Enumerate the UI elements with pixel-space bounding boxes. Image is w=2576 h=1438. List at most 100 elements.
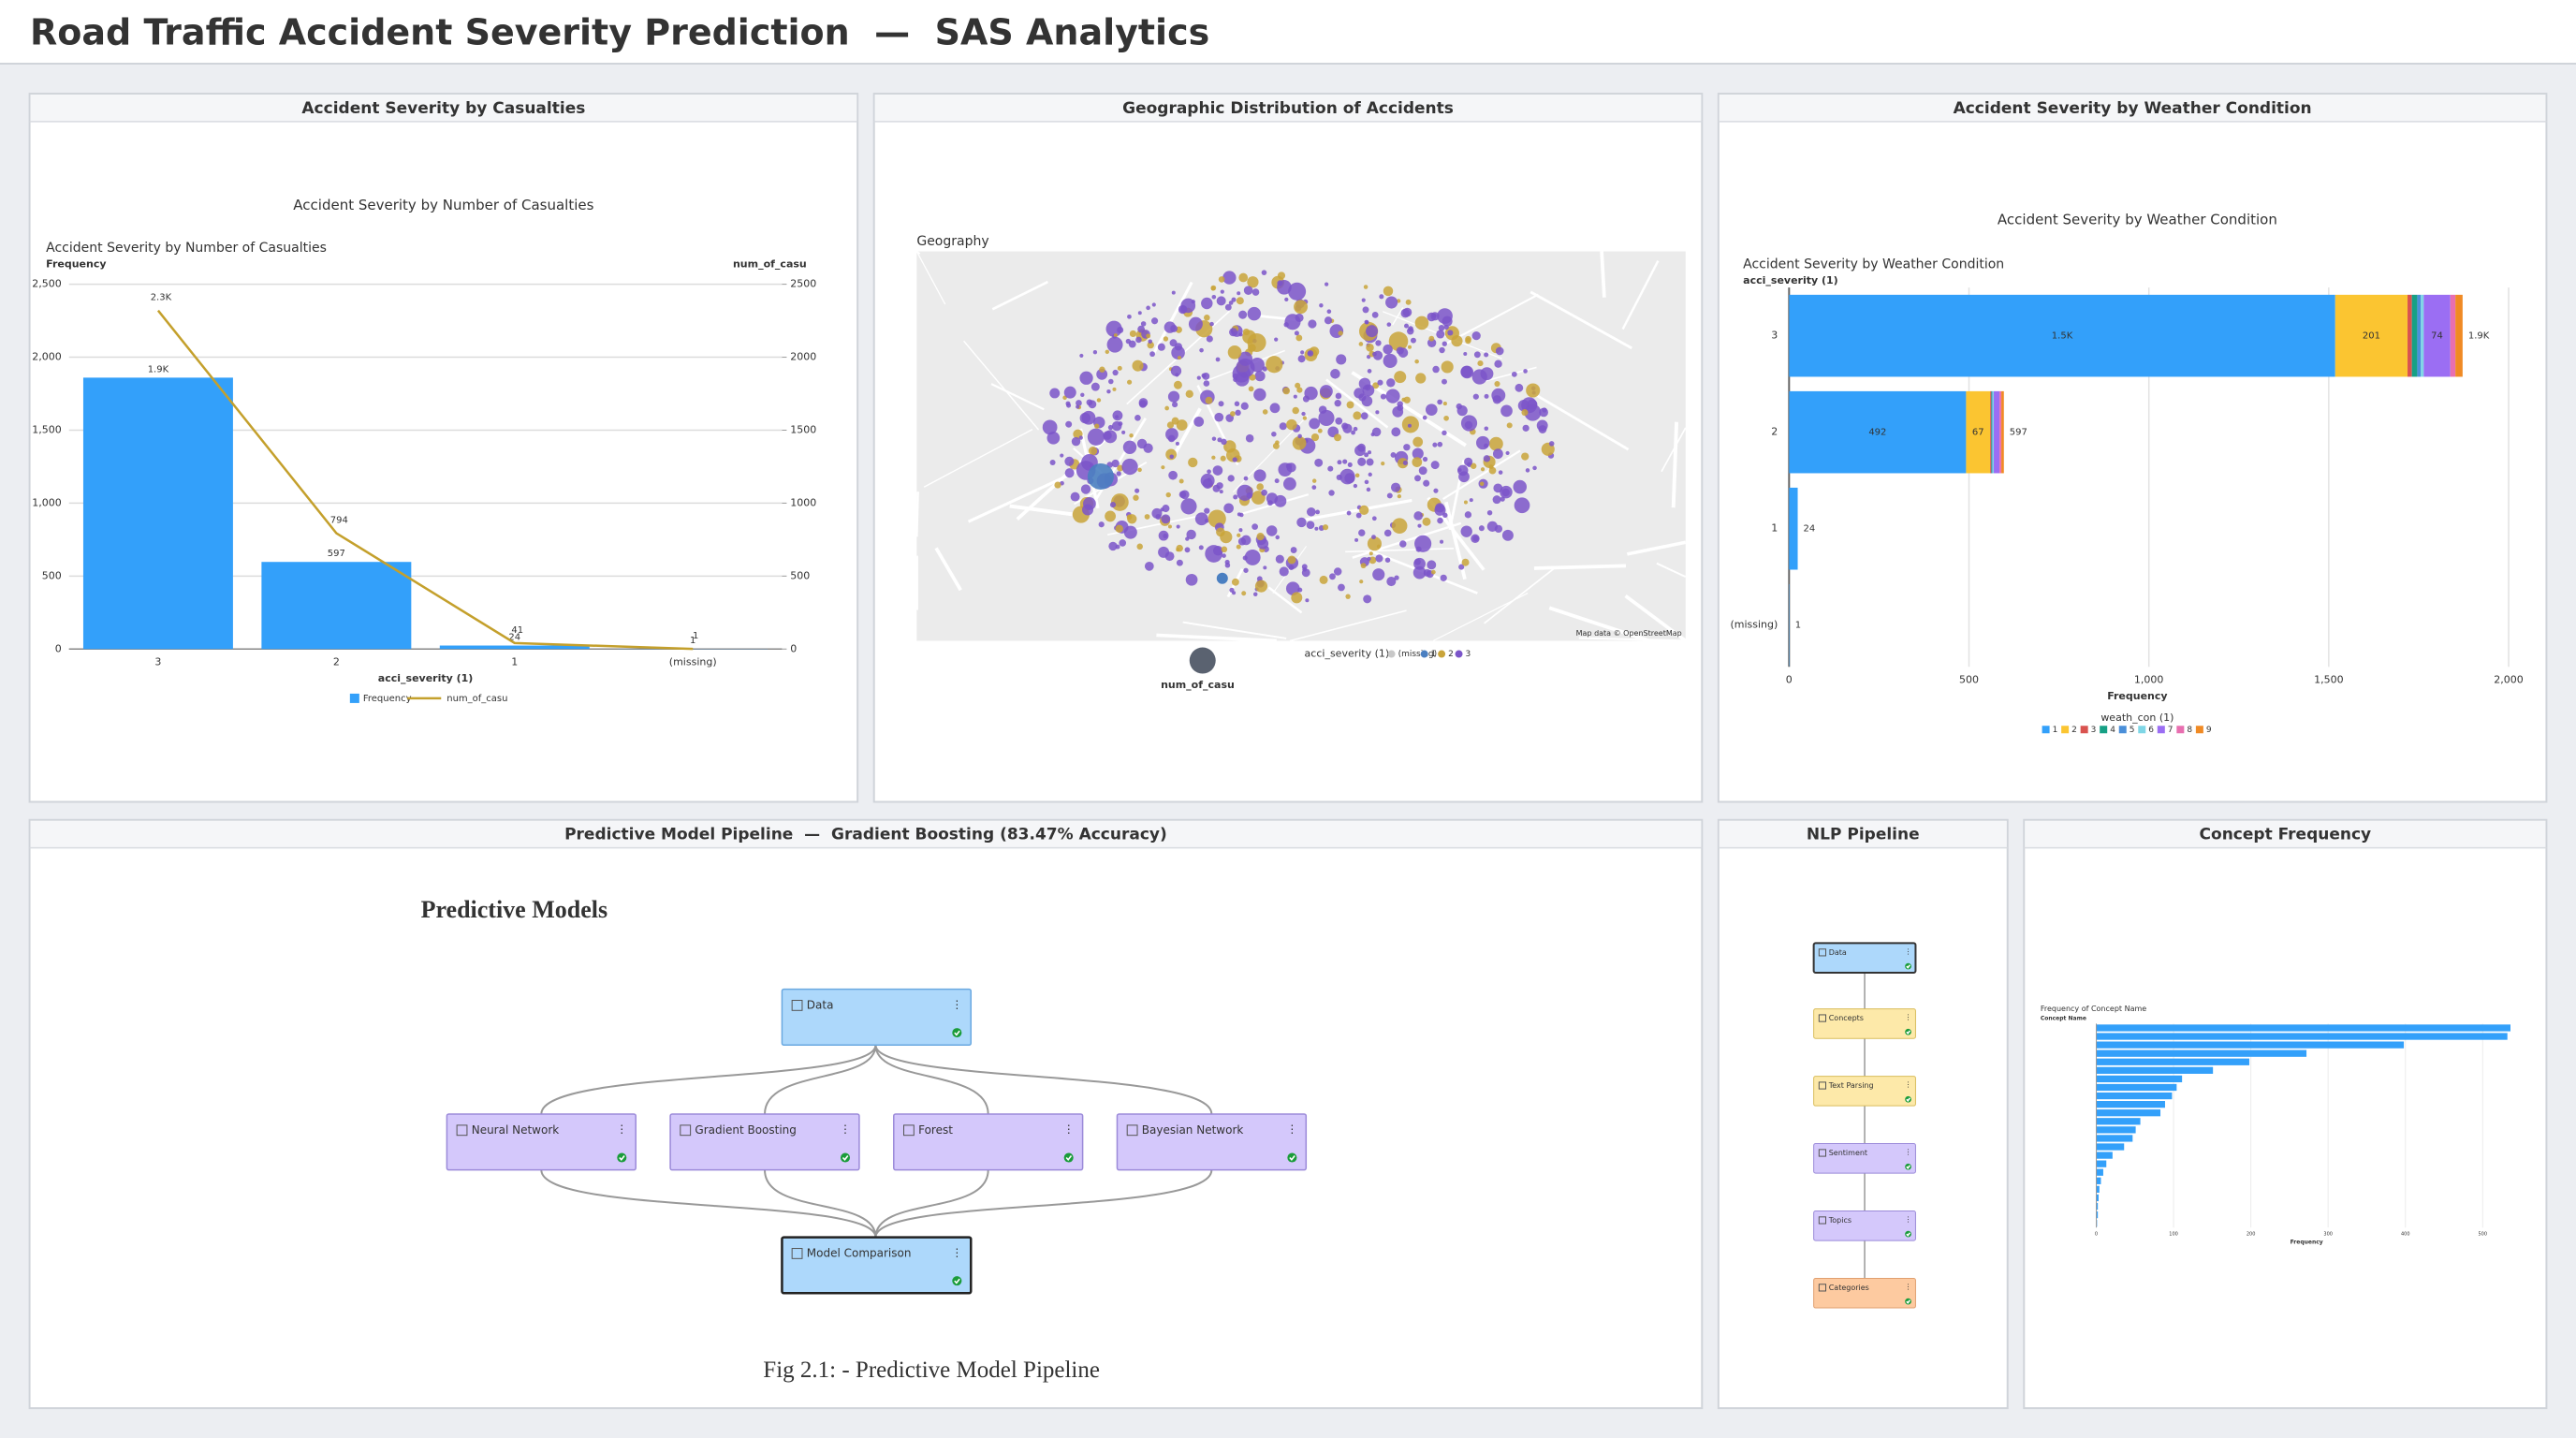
map-point [1296, 517, 1307, 528]
bar [2096, 1152, 2113, 1159]
map-road [1656, 562, 1687, 579]
map-point [1119, 539, 1127, 547]
map-point [1336, 474, 1342, 481]
bar [2096, 1049, 2307, 1057]
node-icon [1818, 1014, 1827, 1022]
map-point [1167, 390, 1180, 403]
map-point [1237, 484, 1253, 501]
x-tick-label: 500 [1959, 674, 1979, 686]
size-legend-label: num_of_casu [1161, 679, 1235, 691]
map-point [1173, 380, 1182, 389]
map-point [1334, 433, 1341, 442]
node-icon [680, 1124, 692, 1137]
map-point [1314, 458, 1324, 467]
map-point [1112, 369, 1119, 376]
map-point [1355, 512, 1362, 519]
map-point [1498, 470, 1503, 475]
map-point [1060, 453, 1064, 458]
map-point [1196, 375, 1201, 380]
status-check-mark [1065, 1155, 1073, 1162]
map-point [1165, 492, 1171, 498]
map-point [1514, 497, 1530, 514]
map-point [1372, 351, 1377, 357]
map-point [1248, 386, 1254, 392]
pipeline-node [1813, 1008, 1916, 1039]
map-point [1439, 346, 1445, 354]
map-road [1530, 290, 1632, 350]
map-point [1412, 436, 1424, 448]
map-road [1289, 609, 1407, 642]
node-menu: ⋮ [840, 1123, 851, 1136]
panel-title-bar [1719, 95, 2546, 122]
map-point [1201, 373, 1207, 378]
legend-label: 1 [1431, 650, 1437, 659]
map-point [1151, 302, 1156, 307]
map-point [1275, 535, 1281, 540]
map-point [1165, 448, 1177, 461]
pipeline-node [1813, 1277, 1916, 1309]
panel-title: Concept Frequency [2200, 826, 2372, 844]
map-road [1627, 540, 1687, 556]
pipeline-edge [874, 1169, 1213, 1238]
bar [2096, 1143, 2125, 1151]
map-point [1188, 457, 1198, 468]
y2-tick-label: 1000 [790, 496, 816, 508]
legend-swatch [2176, 726, 2185, 734]
map-point [1238, 310, 1248, 319]
map-point [1372, 568, 1385, 581]
map-point [1383, 529, 1392, 537]
map-point [1116, 471, 1121, 477]
node-icon [791, 1000, 803, 1011]
map-point [1221, 546, 1228, 553]
map-point [1427, 560, 1437, 570]
map-road [1351, 371, 1467, 448]
map-point [1140, 321, 1147, 327]
map-point [1310, 433, 1320, 442]
pipeline-heading: Predictive Models [421, 896, 608, 923]
map-point [1495, 346, 1504, 356]
pipeline-edge [874, 1169, 989, 1238]
map-point [1379, 294, 1384, 300]
bar [2096, 1024, 2511, 1032]
map-point [1367, 369, 1372, 374]
map-point [1096, 368, 1108, 380]
map-point [1386, 322, 1392, 327]
map-point [1297, 355, 1306, 363]
map-road [915, 251, 946, 305]
map-point [1081, 504, 1094, 516]
bar-segment [1992, 390, 1995, 474]
map-point [1279, 566, 1289, 577]
chart-label: Accident Severity by Number of Casualtie… [46, 241, 327, 256]
map-point [1269, 403, 1281, 414]
map-point [1201, 297, 1213, 310]
node-menu: ⋮ [1905, 947, 1912, 956]
map-point [1216, 482, 1223, 490]
map-point [1442, 430, 1447, 436]
node-icon [1818, 1284, 1827, 1292]
map-point [1150, 317, 1159, 325]
map-point [1144, 561, 1154, 571]
map-point [1359, 505, 1369, 515]
map-point [1458, 564, 1465, 570]
map-point [1138, 398, 1149, 407]
map-point [1079, 353, 1084, 358]
map-point [1079, 412, 1090, 424]
panel [1717, 818, 2009, 1410]
map-point [1164, 551, 1175, 562]
legend-swatch [2100, 726, 2108, 734]
map-point [1284, 314, 1301, 330]
map-point [1175, 441, 1179, 446]
map-point [1176, 548, 1180, 552]
map-point [1211, 294, 1217, 300]
node-label: Data [807, 998, 834, 1011]
map-point [1319, 303, 1324, 308]
map-point [1064, 468, 1075, 478]
map-point [1538, 425, 1547, 433]
legend-swatch [2157, 726, 2165, 734]
map-point [1414, 315, 1429, 330]
map-point [1202, 478, 1213, 490]
node-menu: ⋮ [951, 1246, 962, 1259]
map-point [1285, 462, 1293, 469]
map-point [1111, 459, 1120, 468]
map-point [1232, 373, 1239, 380]
